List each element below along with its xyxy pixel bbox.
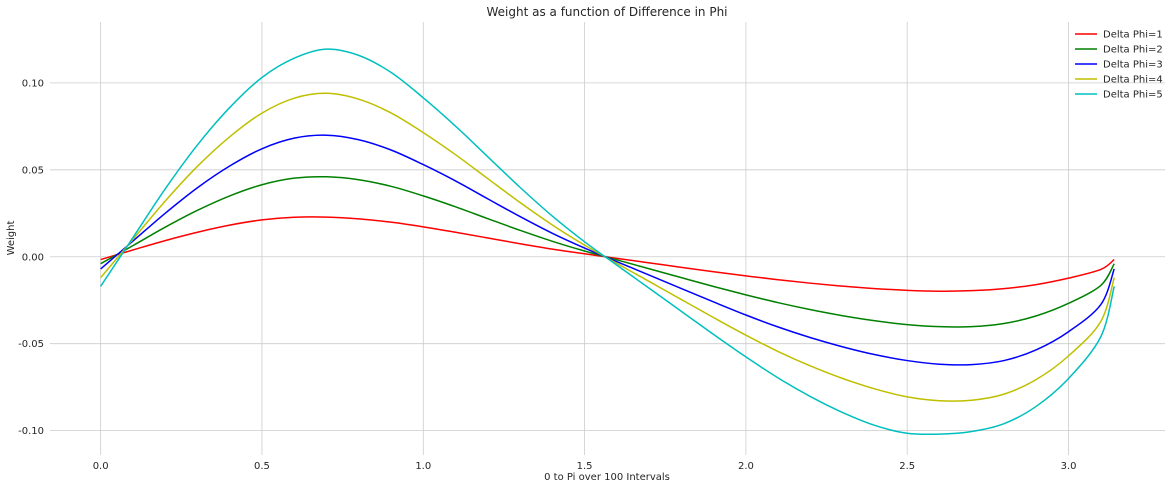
y-tick-label: 0.05	[22, 165, 44, 176]
x-tick-label: 3.0	[1061, 461, 1077, 472]
tick-labels: 0.0 0.5 1.0 1.5 2.0 2.5 3.0 -0.10 -0.05 0.00 0.05 0…	[18, 78, 1076, 472]
series-line-delta-phi-5	[100, 48, 1115, 436]
legend-label: Delta Phi=5	[1103, 90, 1163, 101]
series-line-delta-phi-1	[100, 216, 1115, 292]
legend-label: Delta Phi=3	[1103, 60, 1163, 71]
y-tick-label: 0.10	[22, 78, 44, 89]
legend-label: Delta Phi=4	[1103, 75, 1163, 86]
x-tick-label: 0.5	[254, 461, 270, 472]
x-axis-label: 0 to Pi over 100 Intervals	[544, 472, 670, 483]
y-tick-label: -0.05	[18, 339, 44, 350]
x-tick-label: 2.0	[738, 461, 754, 472]
series-line-delta-phi-3	[100, 134, 1115, 366]
grid	[50, 22, 1165, 455]
x-tick-label: 1.0	[415, 461, 431, 472]
y-axis-label: Weight	[6, 221, 17, 256]
series-group	[100, 48, 1115, 436]
x-tick-label: 2.5	[899, 461, 915, 472]
y-tick-label: -0.10	[18, 426, 44, 437]
legend-label: Delta Phi=1	[1103, 30, 1163, 41]
x-tick-label: 1.5	[577, 461, 593, 472]
chart-title: Weight as a function of Difference in Ph…	[486, 5, 727, 19]
series-line-delta-phi-4	[100, 92, 1115, 402]
legend: Delta Phi=1 Delta Phi=2 Delta Phi=3 Delta P…	[1075, 30, 1163, 101]
y-tick-label: 0.00	[22, 252, 44, 263]
legend-label: Delta Phi=2	[1103, 45, 1163, 56]
x-tick-label: 0.0	[93, 461, 109, 472]
series-line-delta-phi-2	[100, 175, 1115, 328]
